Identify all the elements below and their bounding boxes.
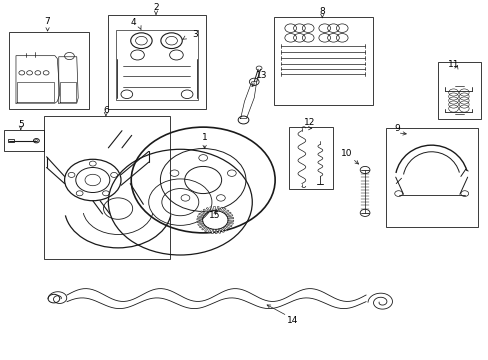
Polygon shape	[213, 206, 215, 211]
Text: 6: 6	[103, 106, 108, 115]
Text: 9: 9	[394, 124, 400, 133]
Polygon shape	[211, 229, 213, 234]
Polygon shape	[203, 209, 207, 213]
Polygon shape	[222, 208, 226, 212]
Text: 2: 2	[153, 3, 159, 12]
Bar	[288, 127, 332, 189]
Text: 8: 8	[319, 7, 325, 16]
Polygon shape	[200, 211, 205, 215]
Polygon shape	[201, 226, 206, 230]
Text: 1: 1	[202, 133, 207, 142]
Polygon shape	[216, 207, 219, 211]
Polygon shape	[227, 217, 233, 219]
Polygon shape	[197, 221, 203, 223]
Text: 12: 12	[304, 118, 315, 127]
Bar	[8, 139, 14, 143]
Polygon shape	[206, 208, 210, 212]
Polygon shape	[226, 224, 232, 227]
Bar	[273, 18, 372, 105]
Text: 11: 11	[447, 60, 458, 69]
Text: 7: 7	[44, 17, 50, 26]
Bar	[4, 130, 43, 152]
Polygon shape	[227, 220, 233, 221]
Text: 10: 10	[340, 149, 352, 158]
Polygon shape	[227, 222, 233, 224]
Bar	[9, 32, 89, 109]
Polygon shape	[207, 229, 211, 233]
Polygon shape	[209, 207, 212, 211]
Polygon shape	[226, 215, 232, 217]
Text: 15: 15	[208, 211, 220, 220]
Polygon shape	[223, 227, 227, 231]
Text: 4: 4	[131, 18, 136, 27]
Bar	[116, 30, 198, 100]
Text: 3: 3	[192, 30, 197, 39]
Polygon shape	[225, 212, 231, 215]
Text: 5: 5	[18, 120, 23, 129]
Text: 13: 13	[255, 71, 267, 80]
Polygon shape	[204, 228, 208, 232]
Polygon shape	[197, 216, 203, 218]
Polygon shape	[215, 229, 217, 234]
Polygon shape	[220, 228, 224, 233]
Bar	[386, 128, 477, 227]
Bar	[108, 15, 205, 109]
Polygon shape	[197, 219, 203, 220]
Bar	[44, 116, 169, 258]
Polygon shape	[218, 229, 221, 233]
Polygon shape	[197, 223, 203, 225]
Polygon shape	[224, 210, 228, 214]
Polygon shape	[224, 226, 230, 229]
Bar	[437, 62, 480, 119]
Polygon shape	[198, 213, 204, 216]
Polygon shape	[219, 207, 223, 212]
Text: 14: 14	[287, 315, 298, 324]
Polygon shape	[199, 225, 204, 228]
